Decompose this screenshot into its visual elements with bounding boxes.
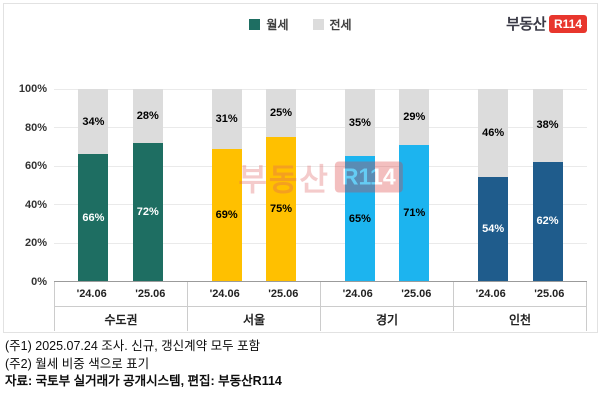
y-tick: 100% (18, 83, 47, 95)
jeonse-segment: 28% (132, 89, 163, 143)
period-cell: '24.06 '25.06 (454, 282, 587, 306)
gridline (54, 242, 587, 244)
jeonse-segment: 34% (78, 89, 109, 155)
jeonse-segment: 29% (399, 89, 430, 145)
r114-logo: 부동산 R114 (506, 13, 587, 34)
legend-label-wolse: 월세 (266, 18, 289, 32)
jeonse-value-label: 29% (403, 110, 426, 123)
wolse-value-label: 69% (215, 208, 238, 221)
stacked-bar: 34% 66% (78, 89, 109, 281)
gridline (54, 204, 587, 206)
jeonse-value-label: 46% (482, 127, 505, 140)
period-label: '25.06 (401, 288, 432, 300)
stacked-bar: 38% 62% (532, 89, 563, 281)
wolse-value-label: 65% (348, 212, 371, 225)
jeonse-segment: 35% (344, 89, 375, 157)
jeonse-segment: 46% (478, 89, 509, 178)
wolse-segment: 65% (344, 156, 375, 281)
stacked-bar: 35% 65% (344, 89, 375, 281)
y-tick: 80% (24, 121, 47, 134)
stacked-bar: 46% 54% (478, 89, 509, 281)
footnote-1: (주1) 2025.07.24 조사. 신규, 갱신계약 모두 포함 (5, 339, 261, 353)
jeonse-value-label: 25% (270, 107, 293, 119)
wolse-value-label: 54% (482, 223, 505, 236)
period-cell: '24.06 '25.06 (55, 282, 188, 306)
period-label: '25.06 (534, 288, 565, 300)
wolse-segment: 66% (78, 154, 109, 281)
y-tick: 40% (24, 198, 47, 211)
legend-item-wolse: 월세 (249, 16, 289, 33)
wolse-segment: 71% (399, 144, 430, 281)
footnotes: (주1) 2025.07.24 조사. 신규, 갱신계약 모두 포함 (주2) … (5, 338, 597, 391)
wolse-segment: 72% (132, 142, 163, 281)
legend-item-jeonse: 전세 (312, 16, 352, 33)
plot-area: 34% 66% 28% 72% (54, 89, 587, 282)
period-label: '24.06 (76, 288, 107, 300)
wolse-swatch-icon (249, 19, 261, 30)
region-label-gyeonggi: 경기 (375, 312, 399, 327)
jeonse-segment: 25% (266, 89, 297, 137)
stacked-bar: 31% 69% (211, 89, 242, 281)
bar-group-seoul: 31% 69% 25% 75% (187, 89, 320, 281)
jeonse-value-label: 35% (348, 116, 371, 129)
region-cell: 수도권 (55, 307, 188, 331)
gridline (54, 165, 587, 167)
logo-text: 부동산 (506, 16, 546, 33)
x-axis-regions: 수도권 서울 경기 인천 (54, 307, 587, 331)
wolse-segment: 75% (266, 137, 297, 281)
wolse-value-label: 71% (403, 206, 426, 219)
gridline (54, 127, 587, 129)
region-label-seoul: 서울 (242, 312, 266, 327)
gridline (54, 89, 587, 90)
footnote-2: (주2) 월세 비중 색으로 표기 (5, 356, 150, 371)
x-axis-periods: '24.06 '25.06 '24.06 '25.06 '24.06 '25.0… (54, 282, 587, 307)
chart-frame: 월세 전세 부동산 R114 100% 80% 60% 40% 20% 0% (3, 3, 598, 333)
bar-group-incheon: 46% 54% 38% 62% (454, 89, 587, 281)
wolse-value-label: 62% (536, 215, 559, 228)
period-label: '24.06 (475, 288, 506, 300)
jeonse-value-label: 31% (215, 112, 238, 125)
wolse-value-label: 75% (270, 203, 293, 215)
wolse-segment: 62% (532, 161, 563, 281)
jeonse-value-label: 34% (82, 115, 105, 128)
period-label: '24.06 (342, 288, 373, 300)
period-cell: '24.06 '25.06 (188, 282, 321, 306)
period-label: '25.06 (268, 288, 299, 300)
stacked-bar: 28% 72% (132, 89, 163, 281)
region-cell: 경기 (321, 307, 454, 331)
jeonse-segment: 31% (211, 89, 242, 149)
region-cell: 서울 (188, 307, 321, 331)
wolse-value-label: 72% (136, 205, 159, 218)
wolse-value-label: 66% (82, 211, 105, 224)
jeonse-swatch-icon (312, 19, 324, 30)
jeonse-value-label: 38% (536, 119, 559, 132)
y-tick: 60% (24, 160, 47, 173)
y-axis: 100% 80% 60% 40% 20% 0% (10, 83, 54, 288)
y-tick: 20% (24, 237, 47, 250)
bar-group-gyeonggi: 35% 65% 29% 71% (321, 89, 454, 281)
bar-groups: 34% 66% 28% 72% (54, 89, 587, 281)
wolse-segment: 54% (478, 177, 509, 281)
bar-group-sudogwon: 34% 66% 28% 72% (54, 89, 187, 281)
region-cell: 인천 (454, 307, 587, 331)
stacked-bar: 25% 75% (266, 89, 297, 281)
plot: 100% 80% 60% 40% 20% 0% 34% (10, 83, 587, 288)
period-label: '25.06 (135, 288, 166, 300)
y-tick: 0% (31, 276, 47, 288)
logo-badge: R114 (548, 14, 587, 33)
jeonse-value-label: 28% (136, 109, 159, 122)
wolse-segment: 69% (211, 148, 242, 281)
period-cell: '24.06 '25.06 (321, 282, 454, 306)
region-label-sudogwon: 수도권 (104, 312, 138, 327)
period-label: '24.06 (209, 288, 240, 300)
region-label-incheon: 인천 (508, 312, 532, 327)
source-line: 자료: 국토부 실거래가 공개시스템, 편집: 부동산R114 (5, 374, 282, 388)
legend: 월세 전세 (4, 16, 597, 33)
legend-label-jeonse: 전세 (329, 18, 352, 32)
jeonse-segment: 38% (532, 89, 563, 162)
stacked-bar: 29% 71% (399, 89, 430, 281)
